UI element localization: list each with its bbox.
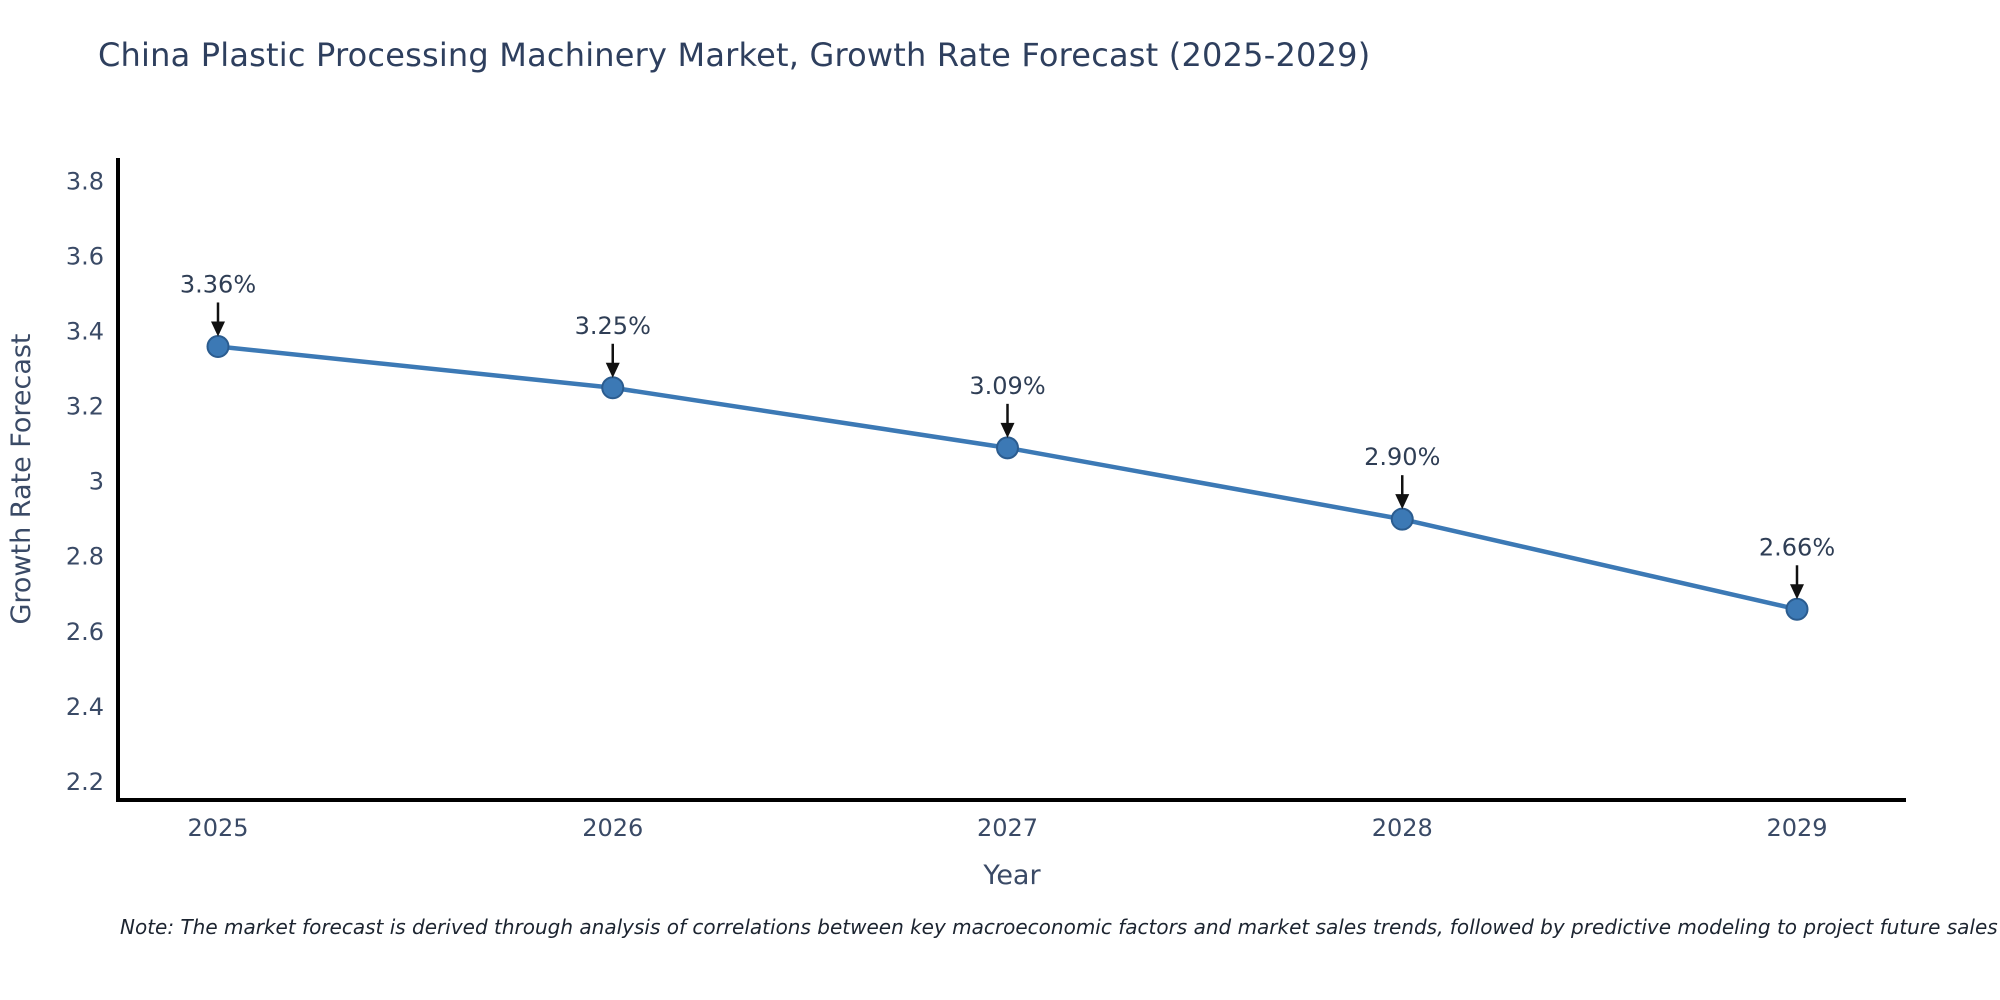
data-point-label: 3.09% — [969, 372, 1045, 400]
annotation-arrowhead — [1790, 584, 1804, 600]
annotation-arrowhead — [1395, 494, 1410, 510]
y-tick-label: 2.6 — [66, 618, 104, 646]
y-axis-title: Growth Rate Forecast — [6, 333, 37, 624]
x-tick-label: 2029 — [1766, 814, 1827, 842]
y-tick-label: 3.6 — [66, 242, 104, 270]
y-tick-label: 3.8 — [66, 167, 104, 195]
x-axis-title: Year — [982, 860, 1041, 891]
x-tick-label: 2028 — [1372, 814, 1433, 842]
chart-title: China Plastic Processing Machinery Marke… — [98, 36, 1371, 74]
data-point-label: 2.90% — [1364, 443, 1440, 471]
footnote-text: Note: The market forecast is derived thr… — [120, 915, 1998, 939]
data-point-label: 3.25% — [575, 312, 651, 340]
data-point-label: 3.36% — [180, 270, 256, 298]
x-tick-label: 2027 — [977, 814, 1038, 842]
x-tick-label: 2026 — [582, 814, 643, 842]
data-point-marker — [996, 436, 1019, 460]
y-tick-label: 3.4 — [66, 317, 104, 345]
data-point-marker — [1785, 597, 1809, 621]
x-tick-label: 2025 — [187, 814, 248, 842]
y-tick-label: 2.2 — [66, 768, 104, 796]
y-tick-label: 2.4 — [66, 693, 104, 721]
data-point-label: 2.66% — [1759, 533, 1835, 561]
y-tick-label: 2.8 — [66, 543, 104, 571]
data-point-marker — [1390, 507, 1414, 531]
annotation-arrowhead — [211, 321, 225, 337]
annotation-arrowhead — [1000, 422, 1015, 438]
annotation-arrowhead — [605, 362, 620, 378]
y-tick-label: 3.2 — [66, 393, 104, 421]
data-point-marker — [206, 334, 230, 358]
data-point-marker — [601, 376, 625, 400]
y-tick-label: 3 — [89, 468, 104, 496]
